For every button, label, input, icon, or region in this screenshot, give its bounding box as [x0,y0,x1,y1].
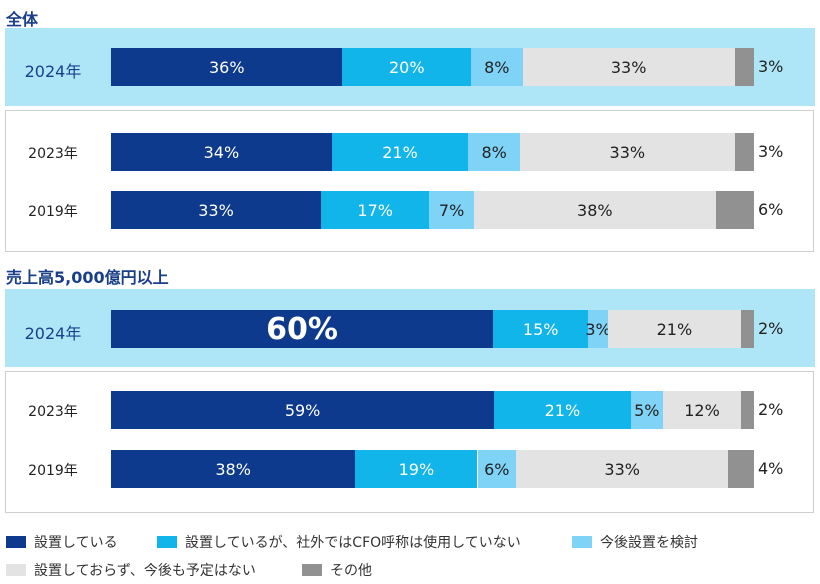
year-label: 2023年 [28,404,78,420]
legend-swatch [157,536,177,548]
legend-item: 設置しておらず、今後も予定はない [6,560,256,580]
bar-segment: 15% [492,310,589,348]
bar-row: 33% 17% 7% 38% [111,191,754,229]
legend-label: 設置している [34,535,118,551]
bar-segment: 20% [342,48,472,86]
bar-row: 38% 19% 6% 33% [111,450,754,488]
legend-label: 設置しておらず、今後も予定はない [34,563,256,579]
bar-segment: 7% [429,191,474,229]
bar-segment: 38% [111,450,356,488]
bar-segment: 17% [321,191,430,229]
legend-swatch [572,536,592,548]
bar-segment: 21% [331,133,469,171]
bar-segment: 34% [111,133,332,171]
bar-row: 36% 20% 8% 33% [111,48,754,86]
legend-item: その他 [302,560,372,580]
bar-segment: 12% [663,391,741,429]
bar-segment: 36% [111,48,343,86]
bar-segment: 60% [111,310,493,348]
outside-data-label: 3% [758,57,784,76]
bar-segment [741,391,754,429]
legend-item: 設置しているが、社外ではCFO呼称は使用していない [157,532,521,552]
bar-segment [741,310,754,348]
bar-row: 60% 15% 3% 21% [111,310,754,348]
year-label: 2024年 [24,62,82,81]
legend-swatch [6,564,26,576]
bar-segment: 8% [468,133,521,171]
outside-data-label: 2% [758,400,784,419]
legend-label: 設置しているが、社外ではCFO呼称は使用していない [185,535,521,551]
bar-segment: 38% [473,191,716,229]
bar-segment [734,133,754,171]
year-label: 2023年 [28,146,78,162]
bar-segment: 3% [585,310,611,348]
bar-segment: 21% [607,310,742,348]
year-label: 2024年 [24,324,82,343]
bar-segment: 21% [494,391,631,429]
legend-item: 設置している [6,532,118,552]
bar-segment: 33% [516,450,729,488]
bar-segment: 8% [471,48,523,86]
bar-segment: 33% [522,48,735,86]
bar-segment [734,48,754,86]
legend-label: 今後設置を検討 [600,535,698,551]
outside-data-label: 3% [758,142,784,161]
legend-swatch [302,564,322,576]
year-label: 2019年 [28,463,78,479]
legend-swatch [6,536,26,548]
bar-segment: 6% [477,450,517,488]
bar-segment: 59% [111,391,495,429]
bar-row: 59% 21% 5% 12% [111,391,754,429]
year-label: 2019年 [28,204,78,220]
bar-row: 34% 21% 8% 33% [111,133,754,171]
panel-box-overall [5,110,814,252]
section-title-overall: 全体 [6,10,39,29]
bar-segment: 19% [355,450,478,488]
section-title-large-companies: 売上高5,000億円以上 [6,268,169,287]
bar-segment [728,450,754,488]
outside-data-label: 4% [758,459,784,478]
outside-data-label: 6% [758,200,784,219]
bar-segment: 33% [111,191,322,229]
bar-segment: 5% [630,391,664,429]
legend-label: その他 [330,563,372,579]
bar-segment: 33% [520,133,735,171]
bar-segment [715,191,754,229]
outside-data-label: 2% [758,319,784,338]
legend-item: 今後設置を検討 [572,532,698,552]
